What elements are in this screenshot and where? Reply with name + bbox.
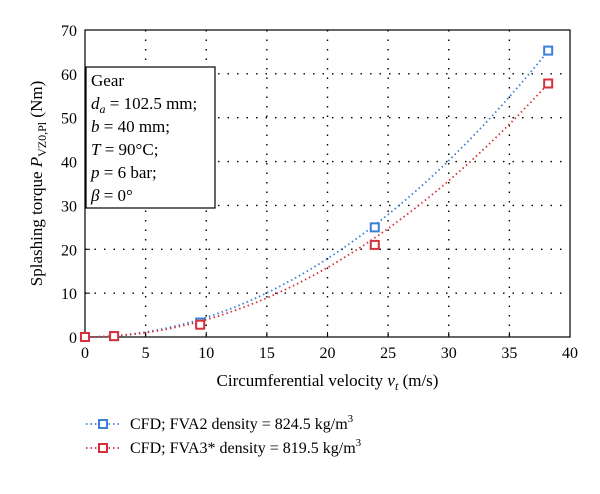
x-tick-labels: 0 5 10 15 20 25 30 35 40 bbox=[81, 345, 578, 362]
y-tick-labels: 0 10 20 30 40 50 60 70 bbox=[61, 23, 77, 347]
data-point-series-1 bbox=[369, 222, 380, 233]
data-markers bbox=[80, 45, 554, 342]
gear-parameter-line: da = 102.5 mm; bbox=[91, 94, 197, 116]
trend-line-series-1 bbox=[85, 50, 549, 338]
y-tick-label: 40 bbox=[61, 155, 77, 172]
gear-parameters-lines: Gear da = 102.5 mm;b = 40 mm; T = 90°C; p =… bbox=[90, 71, 197, 205]
x-tick-label: 15 bbox=[259, 345, 275, 362]
legend-label-series-2: CFD; FVA3* density = 819.5 kg/m3 bbox=[130, 437, 362, 457]
gear-parameter-line: β = 0° bbox=[90, 186, 133, 205]
x-tick-label: 40 bbox=[562, 345, 578, 362]
y-axis-label: Splashing torque PVZ0,Pl (Nm) bbox=[27, 81, 49, 286]
x-tick-label: 5 bbox=[142, 345, 150, 362]
x-tick-label: 0 bbox=[81, 345, 89, 362]
x-tick-label: 10 bbox=[198, 345, 214, 362]
gear-parameters-frame bbox=[85, 66, 216, 209]
trend-line-series-2 bbox=[85, 82, 549, 338]
gear-parameter-line: b = 40 mm; bbox=[91, 117, 170, 136]
x-axis-label: Circumferential velocity vt (m/s) bbox=[217, 371, 439, 393]
y-tick-label: 70 bbox=[61, 23, 77, 40]
legend-marker-series-1 bbox=[98, 419, 108, 429]
gear-parameter-line: T = 90°C; bbox=[91, 140, 158, 159]
x-tick-label: 30 bbox=[441, 345, 457, 362]
legend-label-series-1: CFD; FVA2 density = 824.5 kg/m3 bbox=[130, 413, 354, 433]
gear-parameters-box: Gear da = 102.5 mm;b = 40 mm; T = 90°C; p =… bbox=[85, 66, 216, 209]
legend-marker-series-2 bbox=[98, 443, 108, 453]
data-point-series-2 bbox=[109, 331, 120, 342]
x-tick-label: 35 bbox=[501, 345, 517, 362]
y-tick-label: 10 bbox=[61, 286, 77, 303]
gear-parameter-line: Gear bbox=[91, 71, 124, 90]
trend-lines bbox=[85, 50, 549, 338]
gear-parameter-line: p = 6 bar; bbox=[90, 163, 157, 182]
data-point-series-2 bbox=[195, 319, 206, 330]
legend: CFD; FVA2 density = 824.5 kg/m3 CFD; FVA3… bbox=[86, 413, 362, 457]
y-tick-label: 0 bbox=[69, 330, 77, 347]
data-point-series-2 bbox=[80, 332, 90, 342]
y-tick-label: 20 bbox=[61, 242, 77, 259]
data-point-series-2 bbox=[543, 78, 554, 89]
data-point-series-2 bbox=[369, 239, 380, 250]
y-tick-label: 60 bbox=[61, 67, 77, 84]
data-point-series-1 bbox=[543, 45, 554, 56]
y-tick-label: 50 bbox=[61, 111, 77, 128]
y-tick-label: 30 bbox=[61, 198, 77, 215]
x-tick-label: 20 bbox=[320, 345, 336, 362]
plot-frame bbox=[84, 29, 571, 338]
x-tick-label: 25 bbox=[380, 345, 396, 362]
